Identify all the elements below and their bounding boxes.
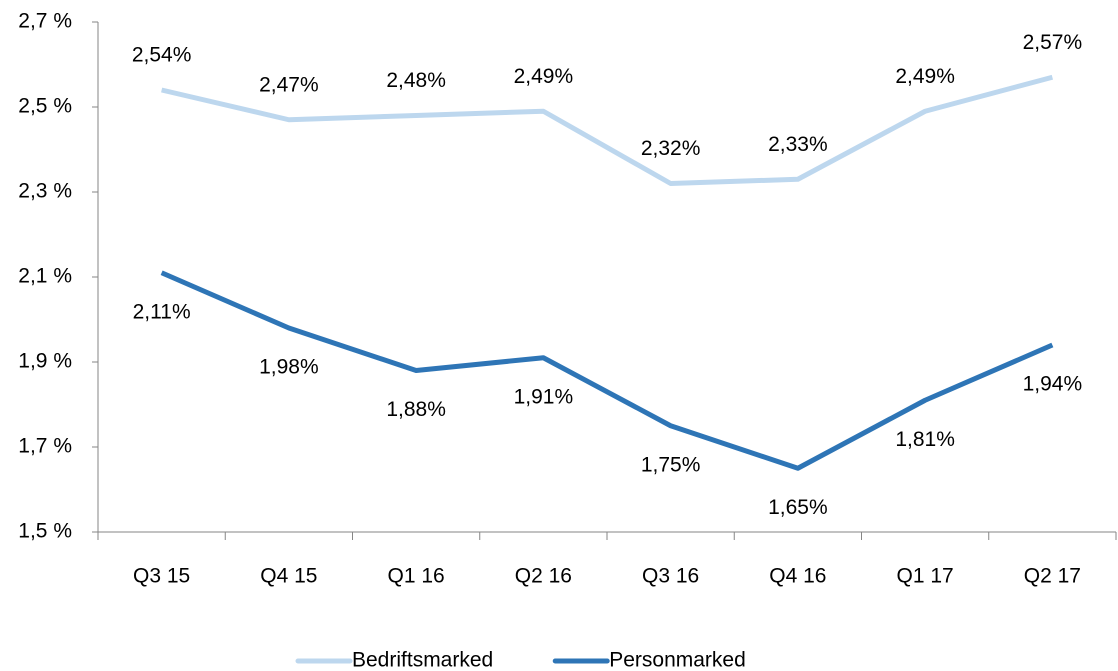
data-label: 1,88%: [386, 398, 446, 421]
y-tick-label: 2,7 %: [18, 10, 72, 33]
x-tick-label: Q4 15: [260, 565, 317, 588]
x-tick-label: Q3 15: [133, 565, 190, 588]
y-tick-label: 1,7 %: [18, 435, 72, 458]
data-label: 1,94%: [1023, 373, 1083, 396]
legend-label: Personmarked: [609, 649, 746, 671]
data-label: 1,81%: [895, 428, 955, 451]
data-label: 2,32%: [641, 137, 701, 160]
line-series: [160, 270, 1054, 471]
x-tick-label: Q4 16: [769, 565, 826, 588]
data-label: 1,98%: [259, 356, 319, 379]
y-tick-label: 1,9 %: [18, 350, 72, 373]
legend-label: Bedriftsmarked: [352, 649, 493, 671]
data-label: 2,57%: [1023, 31, 1083, 54]
data-label: 2,33%: [768, 133, 828, 156]
x-tick-label: Q2 16: [515, 565, 572, 588]
line-series: [161, 74, 1054, 186]
data-label: 2,11%: [133, 300, 191, 323]
data-label: 1,65%: [768, 496, 828, 519]
y-tick-label: 1,5 %: [18, 520, 72, 543]
data-label: 2,47%: [259, 73, 319, 96]
y-tick-label: 2,3 %: [18, 180, 72, 203]
data-label: 2,49%: [514, 65, 574, 88]
data-label: 2,48%: [386, 69, 446, 92]
x-tick-label: Q1 17: [897, 565, 954, 588]
y-tick-label: 2,5 %: [18, 95, 72, 118]
data-label: 1,91%: [514, 385, 574, 408]
x-tick-label: Q1 16: [388, 565, 445, 588]
x-tick-label: Q3 16: [642, 565, 699, 588]
x-tick-label: Q2 17: [1024, 565, 1081, 588]
data-label: 1,75%: [641, 453, 701, 476]
y-tick-label: 2,1 %: [18, 265, 72, 288]
data-label: 2,54%: [132, 44, 192, 67]
data-label: 2,49%: [895, 65, 955, 88]
